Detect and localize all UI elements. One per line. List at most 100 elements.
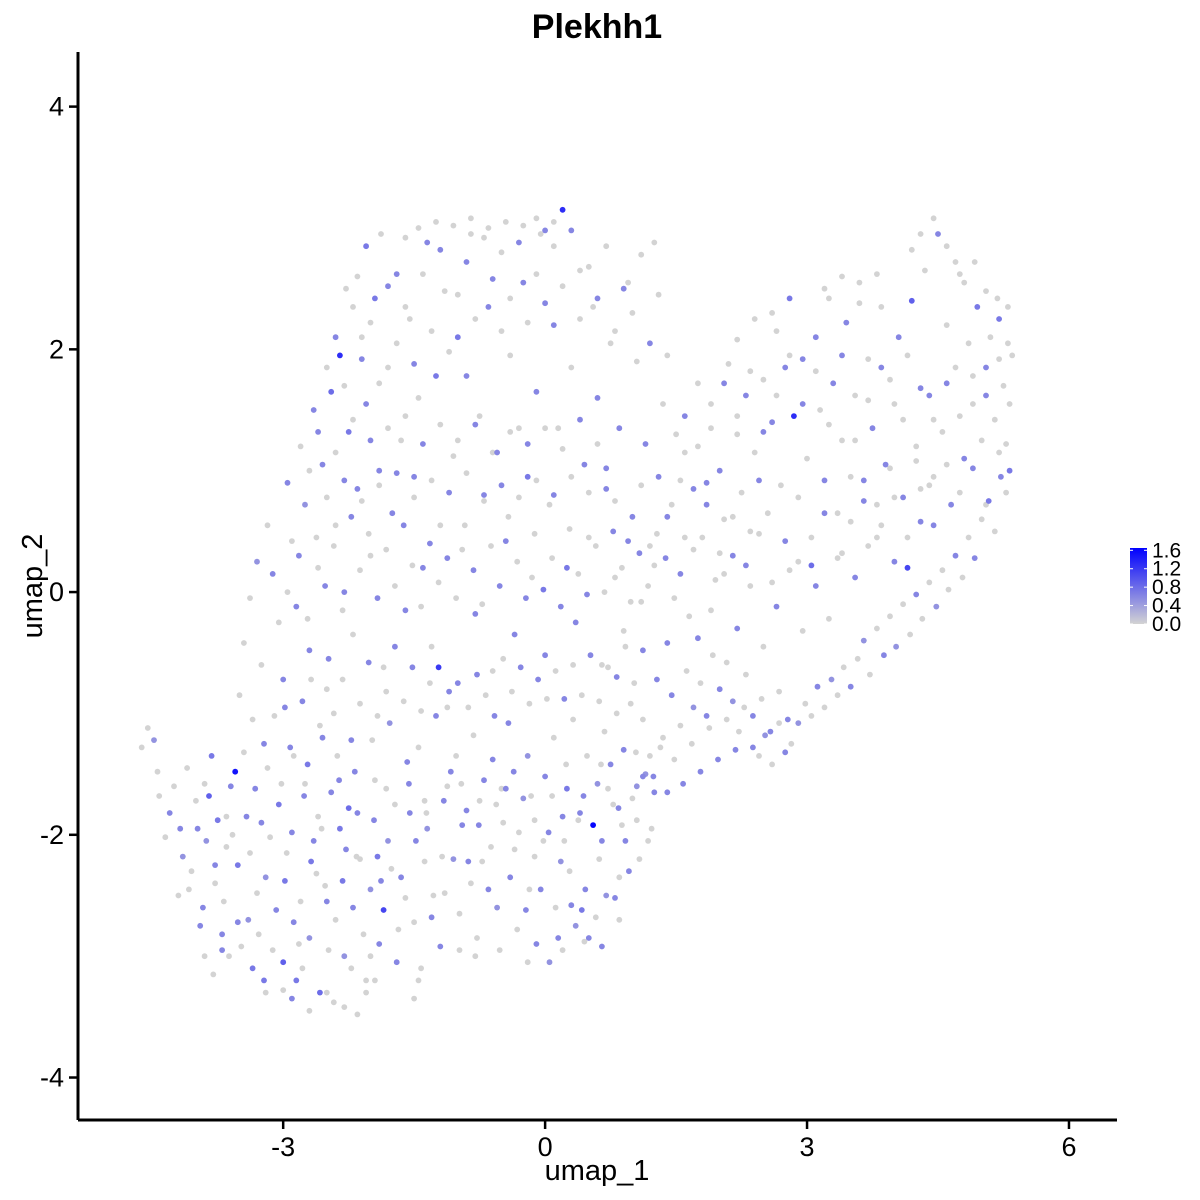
- cell-point: [388, 865, 395, 872]
- cell-point: [716, 467, 723, 474]
- cell-point: [493, 801, 500, 808]
- cell-point: [437, 421, 444, 428]
- cell-point: [472, 421, 479, 428]
- cell-point: [729, 513, 736, 520]
- cell-point: [306, 467, 313, 474]
- cell-point: [468, 215, 474, 222]
- cell-point: [913, 443, 920, 450]
- cell-point: [423, 810, 430, 816]
- cell-point: [282, 878, 288, 884]
- legend-tick-label: 0.0: [1152, 613, 1181, 636]
- cell-point: [795, 720, 802, 726]
- cell-point: [304, 615, 311, 622]
- cell-point: [814, 683, 821, 690]
- cell-point: [427, 540, 433, 547]
- cell-point: [310, 407, 317, 413]
- cell-point: [437, 522, 444, 529]
- cell-point: [575, 817, 582, 824]
- cell-point: [402, 304, 409, 310]
- cell-point: [194, 825, 201, 832]
- cell-point: [557, 858, 564, 865]
- cell-point: [290, 919, 297, 926]
- cell-point: [275, 801, 282, 808]
- cell-point: [465, 858, 472, 865]
- cell-point: [852, 437, 858, 444]
- cell-point: [350, 631, 356, 638]
- cell-point: [699, 534, 706, 541]
- cell-point: [743, 671, 749, 678]
- cell-point: [411, 473, 417, 480]
- cell-point: [308, 858, 314, 865]
- cell-point: [917, 486, 924, 492]
- cell-point: [516, 829, 522, 836]
- cell-point: [585, 489, 592, 496]
- cell-point: [421, 858, 428, 865]
- cell-point: [179, 853, 186, 860]
- cell-point: [616, 874, 623, 881]
- cell-point: [555, 935, 562, 941]
- cell-point: [1003, 441, 1009, 447]
- cell-point: [151, 737, 157, 743]
- cell-point: [613, 710, 620, 717]
- cell-point: [791, 413, 797, 419]
- cell-point: [372, 295, 378, 302]
- cell-point: [594, 295, 601, 302]
- cell-point: [459, 822, 466, 828]
- cell-point: [392, 583, 398, 589]
- cell-point: [542, 773, 548, 780]
- cell-point: [826, 421, 832, 428]
- cell-point: [241, 640, 247, 646]
- cell-point: [908, 246, 915, 253]
- cell-point: [415, 977, 422, 984]
- cell-point: [386, 720, 393, 726]
- cell-point: [406, 316, 413, 322]
- cell-point: [729, 698, 736, 705]
- cell-point: [645, 838, 651, 844]
- cell-point: [343, 846, 349, 853]
- cell-point: [341, 589, 348, 595]
- cell-point: [465, 704, 472, 711]
- cell-point: [619, 564, 625, 571]
- cell-point: [697, 768, 704, 775]
- cell-point: [299, 965, 306, 972]
- cell-point: [360, 931, 367, 938]
- cell-point: [476, 413, 483, 419]
- cell-point: [514, 558, 521, 565]
- cell-point: [289, 829, 295, 836]
- cell-point: [450, 222, 457, 229]
- cell-point: [482, 692, 489, 699]
- cell-point: [904, 534, 911, 541]
- cell-point: [647, 543, 653, 549]
- cell-point: [428, 477, 435, 484]
- cell-point: [330, 543, 337, 549]
- cell-point: [437, 246, 444, 253]
- cell-point: [249, 716, 256, 723]
- cell-point: [481, 498, 487, 504]
- cell-point: [315, 813, 321, 820]
- cell-point: [526, 886, 533, 893]
- cell-point: [339, 607, 346, 614]
- cell-point: [507, 429, 514, 435]
- cell-point: [734, 625, 741, 632]
- cell-point: [723, 716, 730, 723]
- y-axis-title: umap_2: [17, 534, 49, 639]
- cell-point: [306, 935, 313, 941]
- cell-point: [475, 822, 482, 828]
- cell-point: [904, 352, 911, 359]
- cell-point: [450, 856, 457, 862]
- cell-point: [570, 716, 576, 723]
- cell-point: [919, 615, 926, 622]
- cell-point: [402, 607, 409, 614]
- cell-point: [210, 971, 217, 978]
- cell-point: [860, 498, 867, 504]
- cell-point: [961, 279, 968, 286]
- cell-point: [392, 643, 398, 650]
- cell-point: [996, 356, 1002, 362]
- cell-point: [596, 856, 603, 862]
- cell-point: [323, 364, 330, 371]
- cell-point: [313, 534, 320, 541]
- cell-point: [933, 603, 940, 610]
- cell-point: [703, 713, 710, 719]
- cell-point: [354, 810, 361, 816]
- cell-point: [498, 482, 505, 489]
